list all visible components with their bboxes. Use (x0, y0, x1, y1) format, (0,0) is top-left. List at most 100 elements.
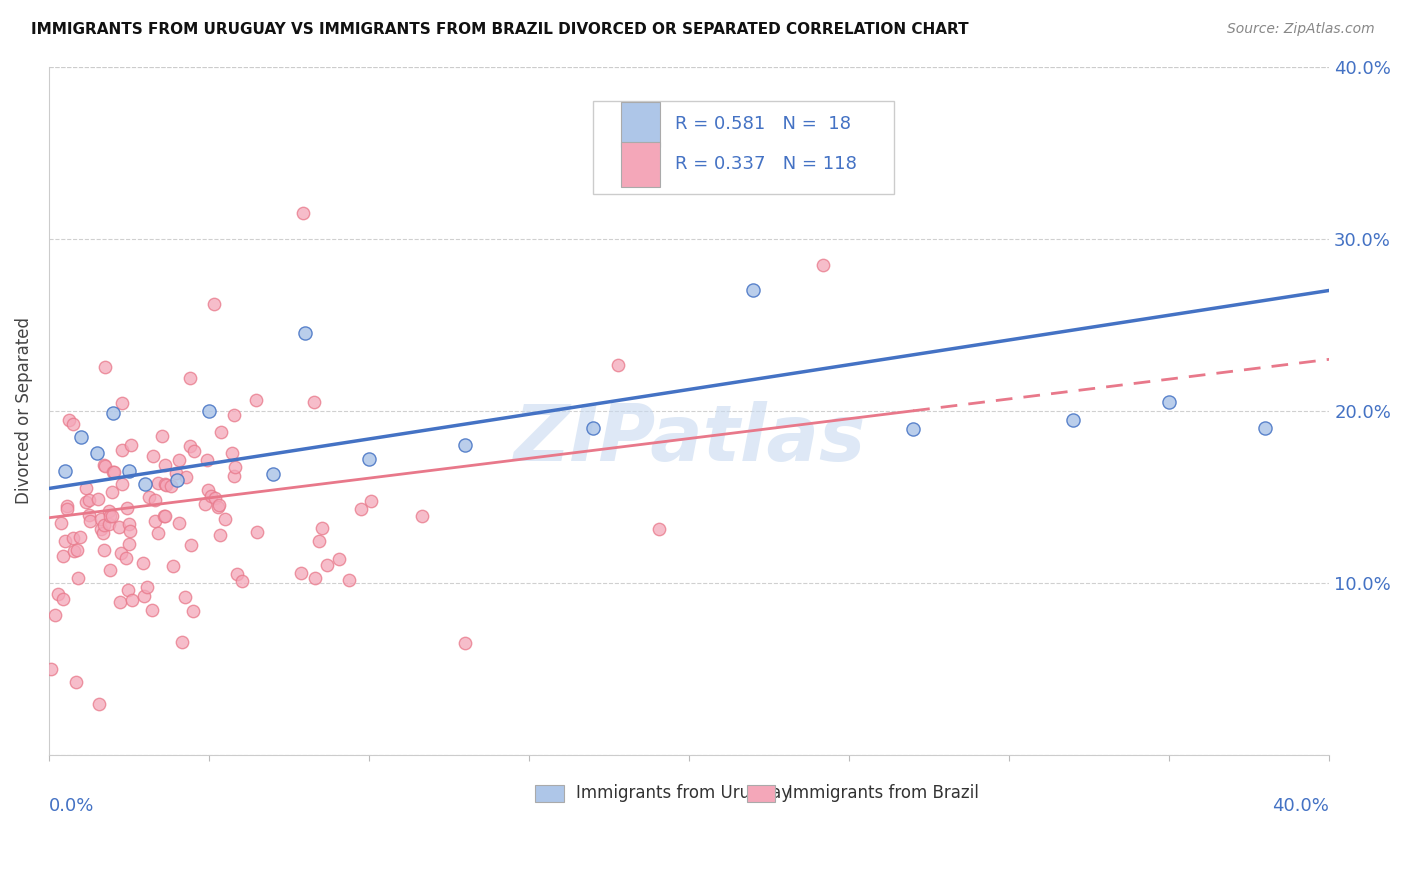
Point (183, 444, 205, 458)
Point (143, 514, 166, 528)
Point (207, 500, 229, 515)
Point (195, 452, 218, 467)
Point (214, 512, 236, 526)
Point (304, 395, 326, 409)
Point (134, 476, 156, 491)
Point (1062, 412, 1084, 426)
Point (152, 429, 174, 443)
Point (111, 477, 134, 491)
Point (308, 534, 330, 549)
Point (63, 543, 86, 558)
Point (901, 422, 924, 436)
Point (86, 446, 108, 460)
Point (75, 494, 97, 508)
Point (607, 359, 630, 373)
Text: 0.0%: 0.0% (49, 797, 94, 814)
Point (110, 546, 132, 560)
Point (118, 516, 141, 531)
Point (226, 566, 249, 581)
Point (246, 524, 269, 539)
Point (202, 297, 225, 311)
Point (454, 438, 477, 452)
Point (108, 594, 131, 608)
Point (66, 543, 89, 558)
Point (77, 508, 100, 522)
Point (315, 558, 337, 573)
Point (224, 460, 246, 475)
Point (93, 458, 115, 472)
Point (132, 589, 155, 603)
Point (75, 481, 97, 495)
Point (52, 592, 75, 607)
Point (153, 509, 176, 524)
Point (1254, 421, 1277, 435)
Point (167, 453, 190, 467)
Point (115, 551, 138, 566)
Point (62, 531, 84, 545)
Bar (747, 785, 775, 802)
Point (357, 451, 380, 466)
Y-axis label: Divorced or Separated: Divorced or Separated (15, 318, 32, 505)
Point (143, 493, 166, 508)
Point (132, 556, 155, 570)
Point (115, 500, 138, 515)
Point (66, 571, 89, 585)
Point (179, 439, 201, 453)
Point (62, 417, 84, 431)
Point (181, 604, 204, 618)
Point (108, 520, 131, 534)
Point (118, 537, 141, 551)
Point (52, 549, 75, 563)
Point (648, 522, 671, 536)
Point (58, 413, 80, 427)
Point (53, 534, 76, 549)
Point (174, 590, 197, 604)
Text: Source: ZipAtlas.com: Source: ZipAtlas.com (1227, 22, 1375, 37)
Point (69, 530, 91, 544)
Point (200, 489, 222, 503)
Point (90, 511, 112, 525)
Point (101, 465, 124, 479)
Point (360, 494, 382, 508)
Point (94, 458, 117, 473)
Point (453, 636, 475, 650)
Point (165, 467, 187, 481)
Point (148, 525, 170, 540)
Point (142, 449, 165, 463)
Point (245, 392, 267, 407)
Bar (621, 102, 659, 146)
Point (148, 476, 170, 491)
Text: IMMIGRANTS FROM URUGUAY VS IMMIGRANTS FROM BRAZIL DIVORCED OR SEPARATED CORRELAT: IMMIGRANTS FROM URUGUAY VS IMMIGRANTS FR… (31, 22, 969, 37)
Point (153, 509, 176, 524)
Point (582, 421, 605, 435)
Point (141, 603, 163, 617)
Point (101, 509, 124, 524)
Text: Immigrants from Brazil: Immigrants from Brazil (787, 784, 979, 802)
Point (153, 458, 176, 472)
Point (97, 504, 120, 518)
FancyBboxPatch shape (593, 101, 894, 194)
Point (180, 538, 202, 552)
Point (46, 586, 69, 600)
Point (292, 206, 315, 220)
Point (204, 491, 226, 505)
Point (103, 465, 125, 479)
Point (121, 593, 143, 607)
Point (120, 438, 142, 452)
Point (221, 446, 243, 460)
Point (101, 484, 124, 499)
Point (162, 559, 184, 574)
Point (39, 662, 62, 676)
Text: 40.0%: 40.0% (1272, 797, 1329, 814)
Point (290, 566, 312, 580)
Point (160, 479, 183, 493)
Point (77, 492, 100, 507)
Point (304, 571, 326, 585)
Bar (536, 785, 564, 802)
Point (811, 258, 834, 272)
Point (51, 516, 73, 531)
Point (65, 674, 87, 689)
Point (53, 464, 76, 478)
Point (311, 521, 333, 535)
Point (207, 498, 229, 512)
